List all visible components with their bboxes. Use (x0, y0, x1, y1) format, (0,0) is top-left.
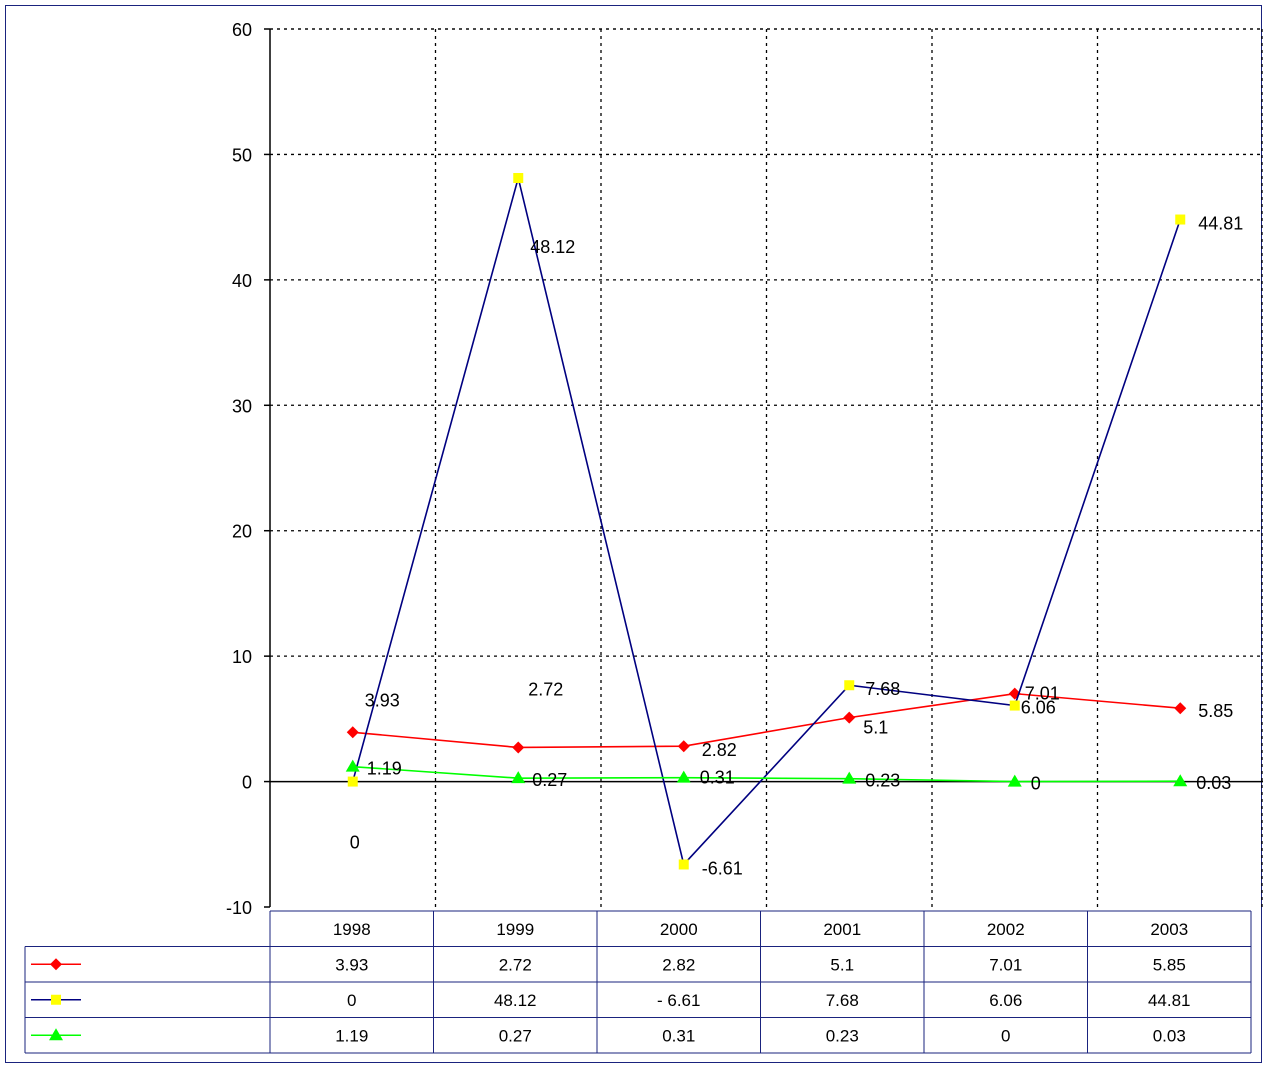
series-2-point (347, 776, 358, 787)
series-layer (345, 173, 1188, 870)
legend-key-marker-3 (49, 1028, 63, 1041)
line-chart: -10 0 10 20 30 40 50 60 3.93 2.72 2.82 5.1 7.01 5.85… (24, 20, 1263, 1054)
data-label-series-1: 7.01 (1025, 684, 1060, 704)
data-label-series-2: 44.81 (1198, 214, 1243, 234)
table-category-1998: 1998 (333, 920, 371, 939)
table-value-series-1: 2.72 (499, 955, 532, 974)
table-value-series-3: 0 (1001, 1026, 1010, 1045)
data-label-series-1: 5.1 (863, 718, 888, 738)
table-category-2001: 2001 (823, 920, 861, 939)
series-3-point (345, 759, 360, 772)
table-category-2002: 2002 (987, 920, 1025, 939)
table-value-series-3: 1.19 (335, 1026, 368, 1045)
series-3-point (676, 770, 691, 783)
series-line-3 (352, 765, 1181, 783)
data-label-series-3: 0 (1031, 774, 1041, 794)
y-tick-label: 30 (232, 396, 252, 416)
table-value-series-2: 48.12 (494, 991, 537, 1010)
series-2-point (678, 859, 689, 870)
series-1-point (512, 741, 525, 754)
data-label-series-1: 3.93 (365, 690, 400, 710)
legend-key-marker-2 (51, 994, 61, 1005)
data-label-series-1: 2.82 (702, 740, 737, 760)
y-tick-label: 20 (232, 522, 252, 542)
table-category-2000: 2000 (660, 920, 698, 939)
data-table: 1998 1999 2000 2001 2002 2003 3.93 2.72 2.82 5.1 7… (24, 910, 1252, 1054)
data-label-series-1: 5.85 (1198, 701, 1233, 721)
table-value-series-1: 5.1 (830, 955, 854, 974)
series-3-point (1007, 774, 1022, 787)
table-value-series-3: 0.03 (1153, 1026, 1186, 1045)
series-1-point (843, 711, 856, 724)
table-value-series-3: 0.27 (499, 1026, 532, 1045)
series-3-point (1173, 774, 1188, 787)
table-value-series-2: 6.06 (989, 991, 1022, 1010)
series-1-point (1174, 702, 1187, 715)
series-1-point (677, 740, 690, 753)
data-label-series-3: 0.27 (532, 770, 567, 790)
series-line-2 (351, 177, 1182, 867)
table-value-series-2: 7.68 (826, 991, 859, 1010)
series-line-1 (352, 692, 1181, 749)
series-2-point (513, 173, 524, 184)
table-value-series-2: - 6.61 (657, 991, 700, 1010)
legend-key-marker-1 (50, 958, 62, 971)
y-tick-label: -10 (226, 898, 252, 918)
y-tick-label: 0 (242, 773, 252, 793)
data-label-series-3: 1.19 (367, 759, 402, 779)
y-tick-label: 50 (232, 145, 252, 165)
table-value-series-1: 7.01 (989, 955, 1022, 974)
series-2-point (844, 680, 855, 691)
data-label-series-2: 6.06 (1021, 698, 1056, 718)
table-category-1999: 1999 (496, 920, 534, 939)
series-3-point (511, 771, 526, 784)
axis-layer: -10 0 10 20 30 40 50 60 (226, 20, 1263, 918)
table-value-series-1: 3.93 (335, 955, 368, 974)
data-label-series-2: 7.68 (865, 679, 900, 699)
series-2-point (1009, 700, 1020, 711)
table-value-series-1: 2.82 (662, 955, 695, 974)
table-value-series-2: 0 (347, 991, 356, 1010)
data-label-series-3: 0.31 (700, 768, 735, 788)
series-1-point (346, 726, 359, 739)
data-label-series-1: 2.72 (528, 679, 563, 699)
table-value-series-1: 5.85 (1153, 955, 1186, 974)
y-tick-label: 40 (232, 271, 252, 291)
table-category-2003: 2003 (1150, 920, 1188, 939)
data-label-series-2: 0 (350, 833, 360, 853)
y-tick-label: 10 (232, 647, 252, 667)
data-label-series-2: 48.12 (530, 237, 575, 257)
data-label-layer: 3.93 2.72 2.82 5.1 7.01 5.85 0 48.12 -6.61 7.68 6.… (350, 214, 1244, 879)
table-value-series-3: 0.23 (826, 1026, 859, 1045)
series-2-point (1175, 214, 1186, 225)
y-tick-label: 60 (232, 20, 252, 40)
grid-layer (270, 28, 1263, 907)
data-label-series-3: 0.03 (1196, 773, 1231, 793)
chart-frame: -10 0 10 20 30 40 50 60 3.93 2.72 2.82 5.1 7.01 5.85… (5, 5, 1263, 1063)
data-label-series-2: -6.61 (702, 858, 743, 878)
data-label-series-3: 0.23 (865, 771, 900, 791)
table-value-series-3: 0.31 (662, 1026, 695, 1045)
series-3-point (842, 771, 857, 784)
table-value-series-2: 44.81 (1148, 991, 1191, 1010)
